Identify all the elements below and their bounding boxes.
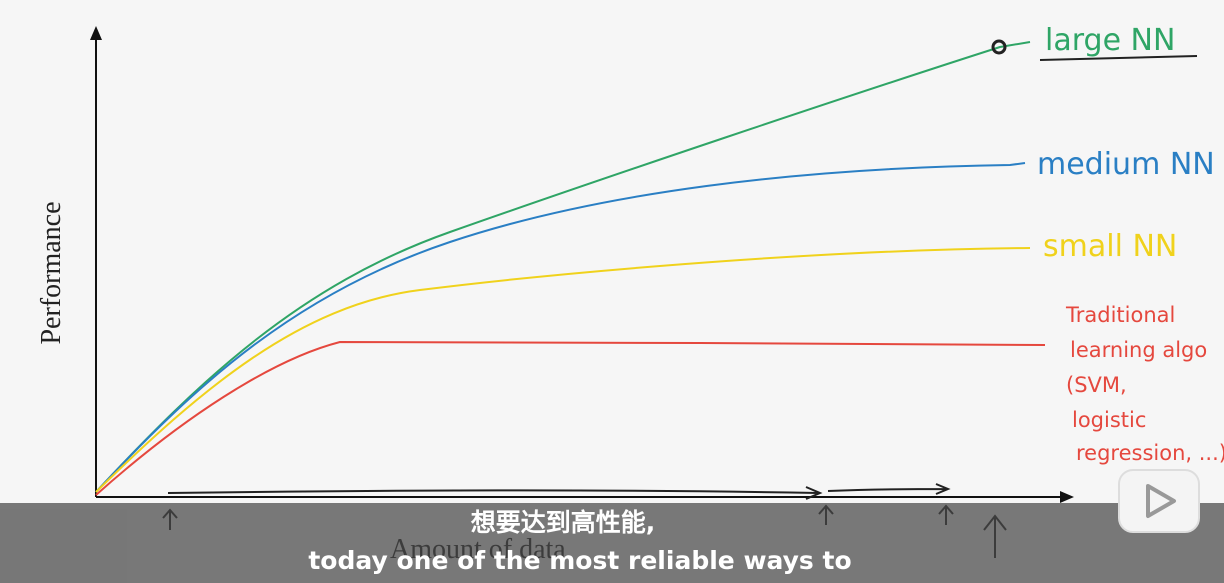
curve-label: small NN (1043, 229, 1177, 264)
small-nn-curve (95, 247, 1031, 493)
curve-label-line: regression, ...) (1076, 441, 1224, 465)
arrow (827, 483, 951, 495)
point-marker (991, 39, 1007, 55)
play-button[interactable] (1118, 469, 1200, 533)
axes (95, 38, 1062, 498)
play-button-bg[interactable] (1118, 469, 1200, 533)
curve-label-line: (SVM, (1066, 373, 1127, 397)
curve-label-line: logistic (1072, 408, 1146, 432)
subtitle-line: today one of the most reliable ways to (308, 546, 851, 575)
traditional-curve (95, 340, 1046, 496)
x-arrow (1060, 491, 1074, 503)
curve-label-line: Traditional (1065, 303, 1175, 327)
curve-label: large NN (1045, 23, 1175, 58)
curve-label: medium NN (1037, 147, 1215, 182)
large-nn-curve (95, 41, 1031, 493)
curve-label-line: learning algo (1070, 338, 1207, 362)
subtitle-line: 想要达到高性能, (471, 508, 656, 537)
underline (1039, 55, 1198, 61)
curves (95, 41, 1046, 496)
play-icon[interactable] (1146, 484, 1176, 518)
medium-nn-curve (95, 162, 1026, 493)
arrow (167, 486, 823, 500)
y-arrow (90, 26, 102, 40)
subtitle-bar (0, 503, 1224, 583)
traditional-label: Traditional learning algo (SVM, logistic… (1065, 303, 1224, 465)
y-axis-label: Performance (36, 201, 67, 344)
